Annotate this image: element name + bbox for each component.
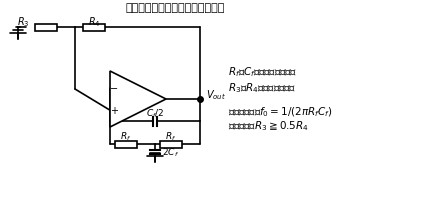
Text: 発振周波数：$f_0=1/(2\pi R_f C_f)$: 発振周波数：$f_0=1/(2\pi R_f C_f)$ — [227, 105, 332, 118]
Text: $2C_f$: $2C_f$ — [161, 146, 179, 158]
Bar — [83, 24, 105, 31]
Text: $R_f$，$C_f$：周波数設定素子: $R_f$，$C_f$：周波数設定素子 — [227, 65, 296, 79]
Text: 図３　ブリッジドＴ形ＲＣ発振器: 図３ ブリッジドＴ形ＲＣ発振器 — [125, 3, 224, 13]
Text: $R_f$: $R_f$ — [120, 130, 132, 143]
Bar — [36, 24, 57, 31]
Bar — [160, 141, 181, 148]
Text: $C_f/2$: $C_f/2$ — [145, 107, 164, 120]
Polygon shape — [110, 72, 166, 127]
Text: −: − — [110, 83, 118, 93]
Text: 発振条件：$R_3\geqq 0.5R_4$: 発振条件：$R_3\geqq 0.5R_4$ — [227, 119, 308, 132]
Bar — [115, 141, 137, 148]
Text: $R_f$: $R_f$ — [165, 130, 176, 143]
Text: $R_4$: $R_4$ — [87, 15, 100, 29]
Text: $R_3$，$R_4$：振幅制御素子: $R_3$，$R_4$：振幅制御素子 — [227, 81, 296, 94]
Text: $R_3$: $R_3$ — [16, 15, 29, 29]
Text: +: + — [110, 106, 118, 116]
Text: $V_{out}$: $V_{out}$ — [206, 88, 226, 101]
